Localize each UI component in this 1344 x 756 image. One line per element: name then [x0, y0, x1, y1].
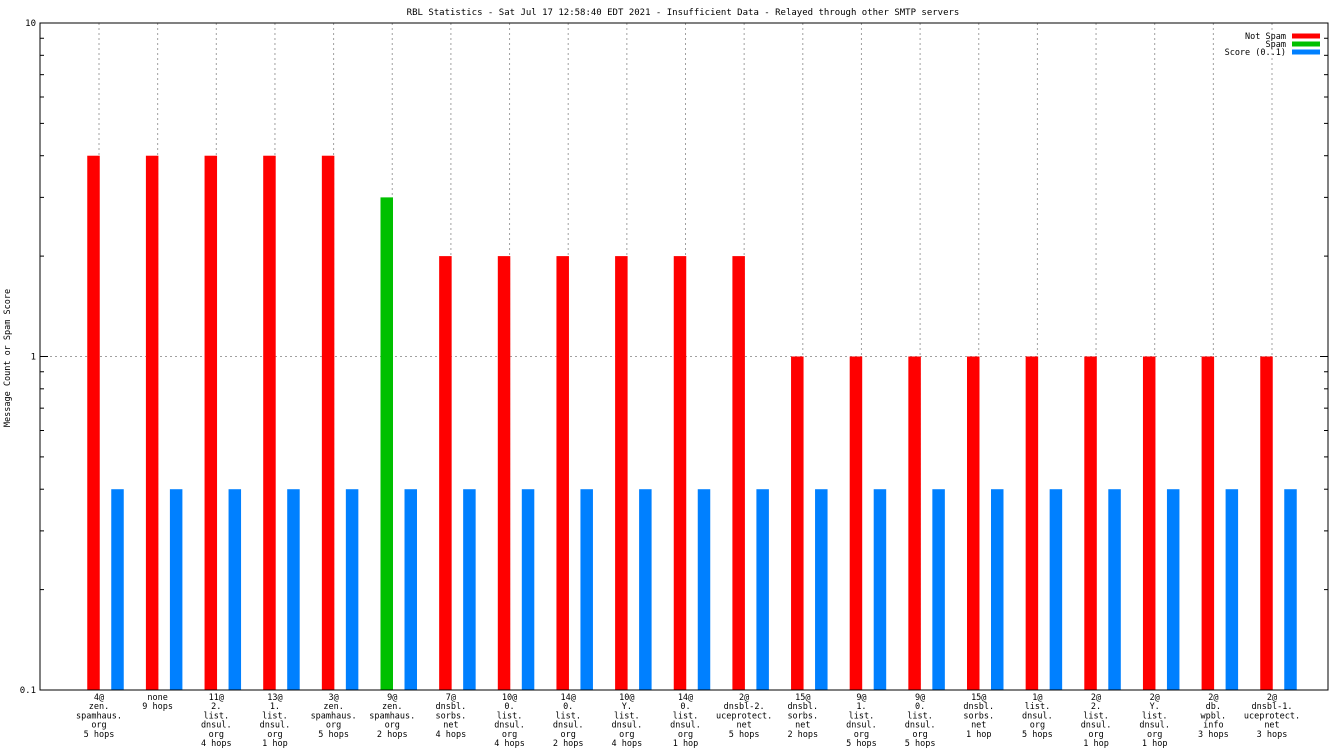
x-category-label: 9@ 1. list. dnsul. org 5 hops [846, 693, 877, 749]
x-category-label: 14@ 0. list. dnsul. org 1 hop [670, 693, 701, 749]
bar-not-spam [87, 155, 100, 690]
bar-score-0-1 [1049, 489, 1063, 690]
bar-score-0-1 [111, 489, 124, 690]
legend-swatch [1292, 41, 1320, 47]
x-category-label: 2@ dnsbl-1. uceprotect. net 3 hops [1244, 693, 1300, 740]
legend-label: Score (0..1) [1225, 48, 1286, 58]
bar-score-0-1 [873, 489, 887, 690]
x-category-label: 9@ 0. list. dnsul. org 5 hops [905, 693, 936, 749]
bar-score-0-1 [815, 489, 828, 690]
bar-score-0-1 [463, 489, 476, 690]
x-category-label: 10@ 0. list. dnsul. org 4 hops [494, 693, 525, 749]
y-tick-label: 0.1 [20, 686, 36, 696]
bar-not-spam [791, 356, 804, 690]
bar-spam [380, 197, 393, 690]
bar-score-0-1 [991, 489, 1004, 690]
legend-swatch [1292, 49, 1320, 55]
bar-not-spam [439, 256, 452, 690]
bar-not-spam [204, 155, 218, 690]
x-category-label: 14@ 0. list. dnsul. org 2 hops [553, 693, 584, 749]
bar-score-0-1 [345, 489, 359, 690]
x-category-label: 2@ dnsbl-2. uceprotect. net 5 hops [716, 693, 772, 740]
bar-not-spam [1142, 356, 1156, 690]
bar-not-spam [849, 356, 863, 690]
bar-score-0-1 [1166, 489, 1180, 690]
bars [87, 155, 1297, 690]
x-category-label: 10@ Y. list. dnsul. org 4 hops [611, 693, 642, 749]
y-tick-label: 10 [25, 19, 36, 29]
x-category-label: 4@ zen. spamhaus. org 5 hops [76, 693, 122, 740]
bar-not-spam [615, 256, 628, 690]
x-category-label: 3@ zen. spamhaus. org 5 hops [311, 693, 357, 740]
bar-not-spam [321, 155, 335, 690]
bar-score-0-1 [932, 489, 945, 690]
legend-label: Spam [1266, 40, 1286, 50]
bar-score-0-1 [521, 489, 535, 690]
y-ticks: 0.1 1 10 [20, 19, 1328, 696]
x-category-label: 2@ db. wpbl. info 3 hops [1198, 693, 1229, 740]
x-category-labels: 4@ zen. spamhaus. org 5 hops none 9 hops 11@ 2. l… [76, 693, 1300, 749]
legend-swatch [1292, 33, 1320, 39]
bar-not-spam [1260, 356, 1273, 690]
bar-score-0-1 [1108, 489, 1121, 690]
bar-not-spam [732, 256, 745, 690]
bar-score-0-1 [1284, 489, 1297, 690]
x-category-label: 9@ zen. spamhaus. org 2 hops [369, 693, 415, 740]
x-category-label: 15@ dnsbl. sorbs. net 2 hops [787, 693, 818, 740]
y-axis-label: Message Count or Spam Score [3, 289, 13, 427]
bar-not-spam [1084, 356, 1097, 690]
bar-not-spam [673, 256, 687, 690]
x-category-label: 13@ 1. list. dnsul. org 1 hop [260, 693, 291, 749]
bar-not-spam [263, 155, 276, 690]
bar-not-spam [908, 356, 921, 690]
x-category-label: 2@ Y. list. dnsul. org 1 hop [1139, 693, 1170, 749]
x-category-label: 11@ 2. list. dnsul. org 4 hops [201, 693, 232, 749]
bar-not-spam [1025, 356, 1039, 690]
legend-label: Not Spam [1245, 32, 1286, 42]
chart-title: RBL Statistics - Sat Jul 17 12:58:40 EDT… [407, 8, 960, 18]
y-tick-label: 1 [31, 353, 36, 363]
bar-score-0-1 [228, 489, 242, 690]
bar-score-0-1 [580, 489, 593, 690]
bar-score-0-1 [756, 489, 769, 690]
bar-not-spam [1201, 356, 1215, 690]
bar-score-0-1 [287, 489, 300, 690]
x-category-label: 2@ 2. list. dnsul. org 1 hop [1081, 693, 1112, 749]
x-category-label: none 9 hops [142, 693, 173, 712]
bar-not-spam [145, 155, 159, 690]
bar-score-0-1 [1225, 489, 1239, 690]
bar-not-spam [967, 356, 980, 690]
bar-not-spam [556, 256, 569, 690]
bar-score-0-1 [639, 489, 652, 690]
bar-score-0-1 [697, 489, 711, 690]
x-category-label: 15@ dnsbl. sorbs. net 1 hop [963, 693, 994, 740]
x-category-label: 7@ dnsbl. sorbs. net 4 hops [436, 693, 467, 740]
bar-score-0-1 [169, 489, 183, 690]
x-category-label: 1@ list. dnsul. org 5 hops [1022, 693, 1053, 740]
bar-not-spam [497, 256, 511, 690]
bar-score-0-1 [404, 489, 417, 690]
